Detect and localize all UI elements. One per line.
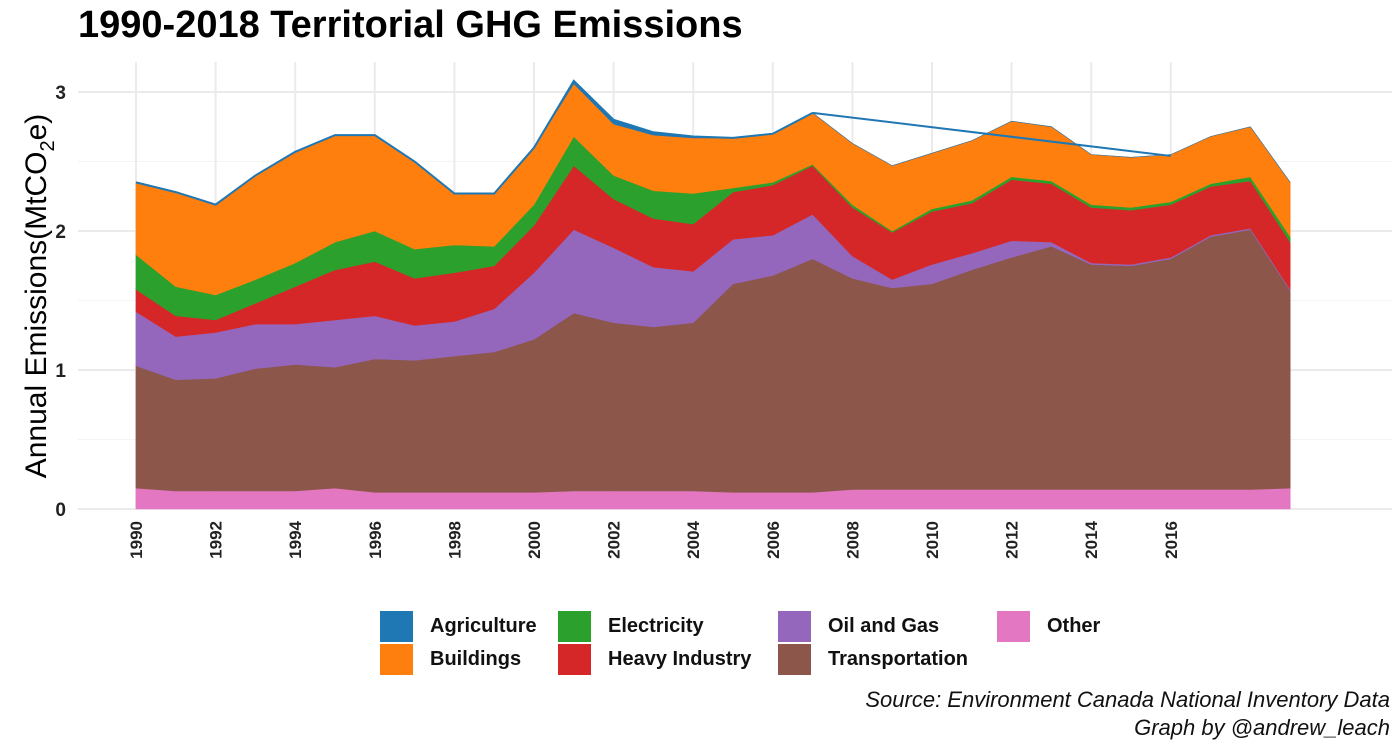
legend-label: Agriculture: [430, 615, 537, 637]
x-tick-label: 2012: [1003, 521, 1022, 559]
legend-swatch: [380, 611, 413, 642]
legend-label: Heavy Industry: [608, 648, 752, 670]
x-axis-ticks: 1990 1992 1994 1996 1998 2000 2002 2004 2006 2008…: [127, 520, 1181, 558]
y-axis-label-end: e): [20, 114, 53, 141]
x-tick-label: 2016: [1162, 521, 1181, 559]
y-axis-label-unit: (MtCO: [20, 152, 53, 240]
legend-label: Transportation: [828, 648, 969, 670]
agriculture-top-line: [135, 79, 814, 206]
source-note: Source: Environment Canada National Inve…: [865, 687, 1390, 712]
legend-swatch: [558, 644, 591, 675]
x-tick-label: 2004: [684, 520, 703, 558]
x-tick-label: 2006: [764, 521, 783, 559]
legend: Agriculture Buildings Electricity Heavy Ind…: [380, 611, 1180, 677]
y-tick-label: 3: [55, 83, 66, 104]
legend-item-transportation: Transportation: [778, 644, 968, 675]
x-tick-label: 2014: [1082, 520, 1101, 558]
y-axis-label-subscript: 2: [37, 140, 59, 151]
legend-item-oil-and-gas: Oil and Gas: [778, 611, 939, 642]
legend-swatch: [380, 644, 413, 675]
y-axis-label: Annual Emissions(MtCO2e): [20, 114, 59, 479]
legend-item-other: Other: [997, 611, 1100, 642]
x-tick-label: 1992: [207, 521, 226, 559]
legend-swatch: [997, 611, 1030, 642]
legend-swatch: [778, 644, 811, 675]
legend-item-heavy-industry: Heavy Industry: [558, 644, 751, 675]
x-tick-label: 2002: [605, 521, 624, 559]
x-tick-label: 2010: [923, 521, 942, 559]
x-tick-label: 2000: [525, 521, 544, 559]
caption: Source: Environment Canada National Inve…: [865, 686, 1390, 742]
legend-label: Other: [1047, 615, 1101, 637]
legend-label: Oil and Gas: [828, 615, 940, 637]
legend-item-electricity: Electricity: [558, 611, 704, 642]
y-axis-ticks: 0 1 2 3: [55, 83, 66, 521]
legend-swatch: [558, 611, 591, 642]
x-tick-label: 1994: [286, 520, 305, 558]
x-tick-label: 1998: [445, 521, 464, 559]
x-tick-label: 1990: [127, 521, 146, 559]
y-tick-label: 0: [55, 500, 66, 521]
credit-note: Graph by @andrew_leach: [1134, 715, 1390, 740]
legend-item-agriculture: Agriculture: [380, 611, 537, 642]
y-tick-label: 2: [55, 222, 66, 243]
legend-swatch: [778, 611, 811, 642]
legend-item-buildings: Buildings: [380, 644, 521, 675]
legend-label: Buildings: [430, 648, 522, 670]
agriculture-lines: [135, 79, 1171, 206]
agriculture-connector-line: [812, 111, 1171, 157]
x-tick-label: 1996: [366, 521, 385, 559]
chart-title: 1990-2018 Territorial GHG Emissions: [78, 4, 743, 46]
y-axis-label-main: Annual Emissions: [20, 240, 53, 478]
x-tick-label: 2008: [843, 521, 862, 559]
y-tick-label: 1: [55, 361, 66, 382]
legend-label: Electricity: [608, 615, 704, 637]
